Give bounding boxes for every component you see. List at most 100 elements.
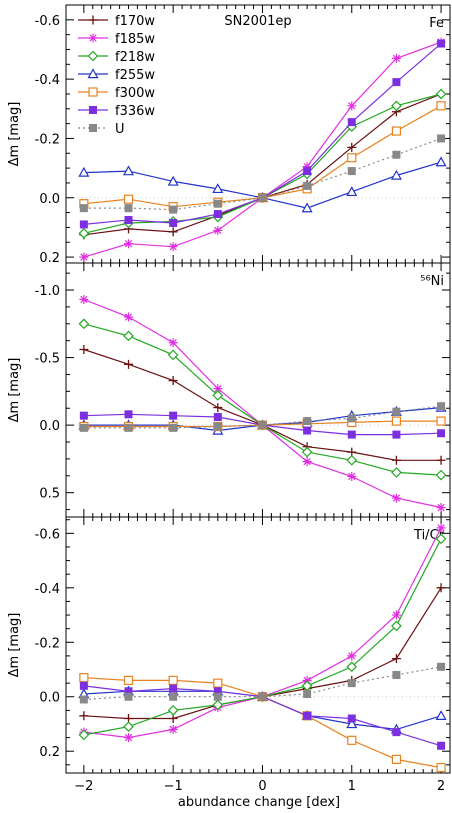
data-point	[391, 610, 401, 620]
data-point	[78, 318, 90, 330]
y-tick-label: 0.5	[39, 487, 60, 502]
data-point	[436, 583, 446, 593]
x-tick-label: 0	[258, 779, 266, 794]
data-point	[124, 359, 134, 369]
data-point	[169, 423, 178, 432]
data-point	[258, 193, 267, 202]
data-point	[391, 126, 402, 136]
series-f185w	[79, 523, 446, 743]
panels: 0.2 0.0 -0.2 -0.4 -0.6 Δm [mag] Fe f170w f185w f2…	[7, 4, 451, 794]
panel-1: 0.2 0.0 -0.2 -0.4 -0.6 Δm [mag] Fe f170w f185w f2…	[7, 4, 451, 266]
data-point	[168, 242, 178, 252]
data-point	[78, 227, 90, 239]
data-point	[78, 166, 90, 177]
y-tick-label: -0.2	[35, 132, 60, 147]
data-point	[303, 690, 312, 699]
data-point	[213, 225, 223, 235]
data-point	[391, 493, 401, 503]
data-point	[391, 455, 401, 465]
data-point	[347, 167, 356, 176]
data-point	[302, 675, 312, 685]
data-point	[303, 426, 312, 435]
series-U	[79, 134, 446, 214]
data-point	[437, 39, 446, 48]
data-point	[168, 376, 178, 386]
data-point	[79, 411, 88, 420]
data-point	[79, 681, 88, 690]
data-point	[347, 679, 356, 688]
data-point	[436, 503, 446, 513]
x-tick-label: −2	[74, 779, 93, 794]
data-point	[346, 454, 358, 466]
data-point	[124, 423, 133, 432]
series-line	[83, 298, 442, 509]
data-point	[258, 692, 267, 701]
data-point	[436, 101, 446, 111]
series-f185w	[79, 294, 446, 513]
legend-marker	[89, 106, 97, 114]
data-point	[124, 410, 133, 419]
series-line	[83, 348, 442, 461]
legend-item: f300w	[78, 86, 155, 101]
series-line	[83, 323, 442, 476]
x-tick-label: 1	[348, 779, 356, 794]
data-point	[79, 220, 88, 229]
data-point	[213, 413, 222, 422]
data-point	[79, 423, 88, 432]
data-point	[347, 118, 356, 127]
data-point	[124, 312, 134, 322]
legend-label: f336w	[115, 104, 155, 119]
data-point	[168, 724, 178, 734]
series-f218w	[78, 318, 447, 481]
data-point	[79, 695, 88, 704]
data-point	[79, 344, 89, 354]
data-point	[168, 675, 178, 686]
data-point	[391, 754, 402, 764]
data-point	[212, 183, 224, 194]
legend-label: f300w	[115, 86, 155, 101]
data-point	[79, 294, 89, 304]
legend: f170w f185w f218w f255w f300w f336w U	[78, 14, 155, 137]
data-point	[169, 411, 178, 420]
legend-item: f170w	[78, 14, 155, 29]
panel-frame	[65, 262, 451, 518]
legend-marker	[88, 87, 98, 97]
data-point	[436, 455, 446, 465]
data-point	[213, 422, 222, 431]
data-point	[392, 150, 401, 159]
data-point	[212, 699, 224, 711]
data-point	[391, 416, 402, 426]
data-point	[213, 210, 222, 219]
legend-marker	[87, 68, 99, 79]
data-point	[169, 218, 178, 227]
x-tick-label: 2	[437, 779, 445, 794]
y-tick-label: -0.4	[35, 582, 60, 597]
data-point	[347, 735, 357, 745]
data-point	[123, 330, 134, 342]
data-point	[79, 204, 88, 213]
y-tick-label: -1.0	[35, 284, 60, 299]
data-point	[435, 469, 447, 481]
data-point	[124, 692, 133, 701]
data-point	[347, 430, 356, 439]
data-point	[212, 390, 224, 401]
data-point	[437, 429, 446, 438]
data-point	[124, 733, 134, 743]
y-tick-label: 0.0	[39, 419, 60, 434]
data-point	[347, 471, 357, 481]
data-point	[213, 199, 222, 208]
data-point	[436, 523, 446, 533]
y-tick-label: -0.6	[35, 527, 60, 542]
y-tick-label: 0.0	[39, 691, 60, 706]
data-point	[437, 662, 446, 671]
data-point	[392, 670, 401, 679]
y-tick-label: 0.2	[39, 251, 60, 266]
data-point	[122, 165, 135, 176]
y-axis-label: Δm [mag]	[7, 358, 22, 423]
data-point	[167, 349, 179, 361]
data-point	[435, 533, 447, 545]
data-point	[437, 402, 446, 411]
legend-item: f185w	[78, 32, 155, 47]
y-tick-label: -0.6	[35, 14, 60, 29]
